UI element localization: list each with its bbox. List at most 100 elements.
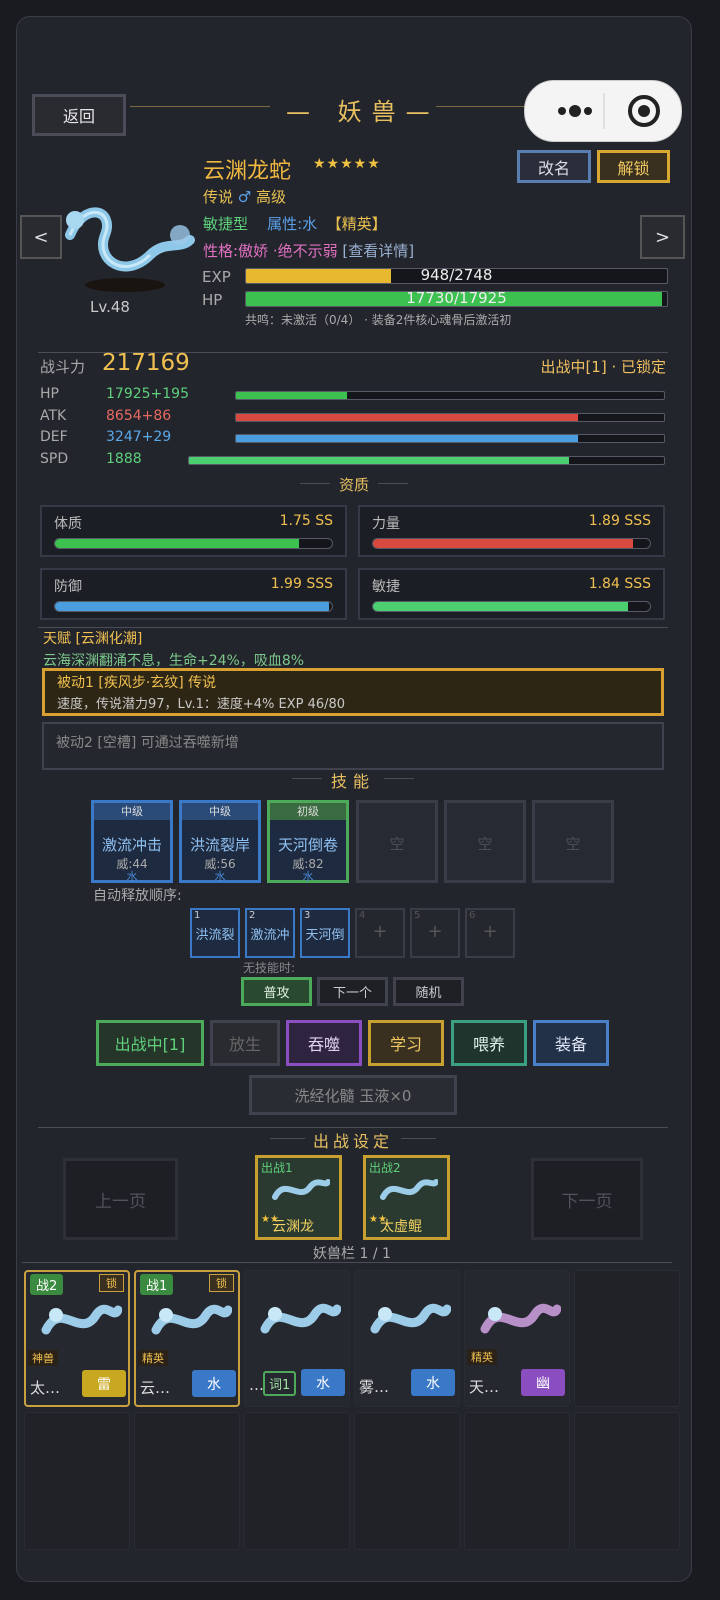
skill-slot-empty[interactable]: 空 <box>532 800 614 883</box>
stat-value: 17925+195 <box>106 386 189 402</box>
action-button[interactable]: 放生 <box>210 1020 280 1066</box>
skill-element: 水 <box>214 870 226 883</box>
skill-element: 水 <box>302 870 314 883</box>
aptitude-value: 1.75 SS <box>279 513 333 529</box>
action-button[interactable]: 出战中[1] <box>96 1020 204 1066</box>
beast-name: 云渊龙蛇 <box>203 159 292 184</box>
power-value: 217169 <box>102 350 190 376</box>
bar-fill <box>189 456 569 464</box>
header-line <box>300 483 330 484</box>
roster-empty <box>244 1412 350 1550</box>
card-name: 云… <box>140 1379 171 1397</box>
order-slot[interactable]: 2 激流冲 <box>245 908 295 958</box>
bar-fill <box>236 435 579 442</box>
unlock-button[interactable]: 解锁 <box>597 150 670 183</box>
roster-card[interactable]: 战2 锁神兽 太… 雷 <box>24 1270 130 1407</box>
prev-beast[interactable]: < <box>20 215 62 259</box>
order-slot[interactable]: 5 + <box>410 908 460 958</box>
card-name: 雾… <box>359 1378 390 1396</box>
aptitude-value: 1.84 SSS <box>588 576 651 592</box>
order-slot[interactable]: 1 洪流裂 <box>190 908 240 958</box>
lineup-slot[interactable]: 出战2 ★★ 太虚鲲 <box>363 1155 450 1240</box>
beast-icon <box>41 1304 122 1335</box>
talent-desc: 云海深渊翻涌不息，生命+24%，吸血8% <box>43 653 305 669</box>
skill-slot-empty[interactable]: 空 <box>356 800 438 883</box>
lineup-name: 云渊龙 <box>272 1219 314 1235</box>
bar-fill <box>236 413 579 421</box>
order-slot[interactable]: 4 + <box>355 908 405 958</box>
roster-card[interactable]: 战1 锁精英 云… 水 <box>134 1270 240 1407</box>
next-beast[interactable]: > <box>640 215 685 259</box>
action-button[interactable]: 装备 <box>533 1020 609 1066</box>
passive-title: 被动1 [疾风步·玄纹] 传说 <box>57 675 217 691</box>
roster-empty <box>574 1270 680 1407</box>
card-name: 太… <box>30 1379 61 1397</box>
stat-value: 8654+86 <box>106 407 172 424</box>
details-link[interactable]: [查看详情] <box>342 242 415 260</box>
skill-card[interactable]: 初级 天河倒卷 威:82 水 <box>267 800 349 883</box>
grade: 高级 <box>256 188 287 206</box>
refine-button[interactable]: 洗经化髓 玉液×0 <box>249 1075 457 1115</box>
order-slot[interactable]: 3 天河倒 <box>300 908 350 958</box>
fallback-button[interactable]: 下一个 <box>317 977 388 1006</box>
lineup-prev[interactable]: 上一页 <box>63 1158 178 1240</box>
aptitude-label: 体质 <box>54 516 82 532</box>
bar-track <box>188 455 665 465</box>
element-tag: 水 <box>192 1370 236 1397</box>
skill-grade: 中级 <box>94 803 170 820</box>
element-tag: 水 <box>411 1369 455 1396</box>
lock-tag: 锁 <box>209 1274 234 1292</box>
card-name: 天… <box>469 1378 500 1396</box>
beast-level: Lv.48 <box>90 298 130 316</box>
roster-card[interactable]: 精英 天… 幽 <box>464 1270 570 1407</box>
lineup-tag: 出战2 <box>369 1161 401 1175</box>
capsule-menu[interactable] <box>524 80 682 142</box>
lineup-next[interactable]: 下一页 <box>531 1158 643 1240</box>
action-button[interactable]: 学习 <box>368 1020 444 1066</box>
action-button[interactable]: 喂养 <box>451 1020 527 1066</box>
roster-empty <box>464 1412 570 1550</box>
fallback-button[interactable]: 随机 <box>393 977 464 1006</box>
order-name: 激流冲 <box>250 928 290 943</box>
header-line <box>270 1138 305 1139</box>
header-line <box>384 778 414 779</box>
passive-1[interactable]: 被动1 [疾风步·玄纹] 传说 速度，传说潜力97，Lv.1：速度+4% EXP… <box>42 668 664 716</box>
roster-card[interactable]: … 词1 水 <box>244 1270 350 1407</box>
skill-card[interactable]: 中级 洪流裂岸 威:56 水 <box>179 800 261 883</box>
skill-slot-empty[interactable]: 空 <box>444 800 526 883</box>
rank-tag: 精英 <box>467 1349 497 1365</box>
roster-card[interactable]: 雾… 水 <box>354 1270 460 1407</box>
aptitude-label: 力量 <box>372 516 400 532</box>
order-index: 4 <box>359 910 366 921</box>
skills-title: 技能 <box>330 772 375 791</box>
order-index: 5 <box>414 910 421 921</box>
order-name: 洪流裂 <box>195 928 235 943</box>
hp-label: HP <box>202 291 223 309</box>
rename-button[interactable]: 改名 <box>517 150 591 183</box>
fallback-button[interactable]: 普攻 <box>241 977 312 1006</box>
aptitude-value: 1.99 SSS <box>270 576 333 592</box>
stat-label: ATK <box>40 407 67 424</box>
order-name: + <box>482 921 498 942</box>
beast-icon <box>151 1304 232 1335</box>
passive-2[interactable]: 被动2 [空槽] 可通过吞噬新增 <box>42 722 664 770</box>
rank-tag: 精英 <box>138 1350 168 1366</box>
talent-title: 天赋 [云渊化潮] <box>43 631 143 647</box>
action-button[interactable]: 吞噬 <box>286 1020 362 1066</box>
skill-power: 威:82 <box>292 857 324 871</box>
aptitude-box: 防御 1.99 SSS <box>40 568 347 620</box>
exp-text: 948/2748 <box>420 266 493 284</box>
order-name: 天河倒 <box>305 928 345 943</box>
beast-element: 属性:水 <box>267 215 318 233</box>
rarity-row: 传说 ♂ 高级 <box>203 186 286 207</box>
back-button[interactable]: 返回 <box>32 94 126 136</box>
beast-icon <box>272 1179 330 1200</box>
aptitude-title: 资质 <box>338 476 369 494</box>
order-slot[interactable]: 6 + <box>465 908 515 958</box>
lineup-slot[interactable]: 出战1 ★★ 云渊龙 <box>255 1155 342 1240</box>
power-label: 战斗力 <box>40 358 86 376</box>
title-text: 妖兽 <box>337 98 406 126</box>
skill-card[interactable]: 中级 激流冲击 威:44 水 <box>91 800 173 883</box>
beast-icon <box>260 1303 341 1334</box>
